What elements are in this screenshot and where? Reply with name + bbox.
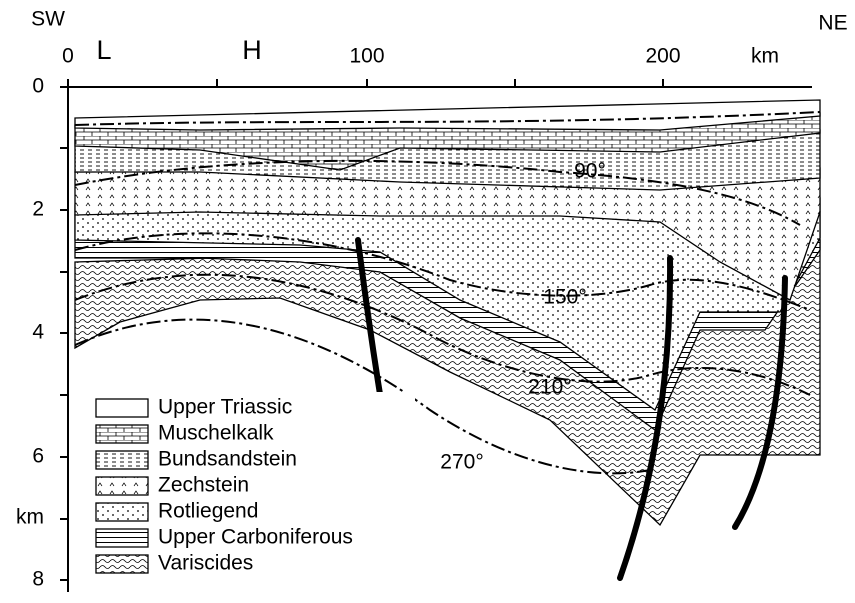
legend-swatch: [96, 555, 148, 573]
isotherm-label: 150°: [543, 286, 586, 309]
legend-label: Zechstein: [158, 474, 249, 497]
legend-label: Muschelkalk: [158, 422, 274, 445]
cross-section: SW NE km L H km 90° 150° 210° 270° 0 100 2…: [0, 0, 855, 598]
y-tick-label: 4: [32, 321, 44, 344]
axis-unit: km: [16, 506, 44, 529]
y-tick-label: 6: [32, 445, 44, 468]
corner-label: SW: [31, 8, 65, 31]
legend-label: Variscides: [158, 552, 253, 575]
isotherm-label: 90°: [574, 160, 606, 183]
legend-label: Upper Carboniferous: [158, 526, 353, 549]
corner-label: NE: [818, 12, 847, 35]
marker: H: [242, 35, 262, 65]
x-tick-label: 0: [62, 45, 74, 68]
legend-swatch: [96, 399, 148, 417]
upper-triassic-layer: [75, 100, 820, 130]
y-tick-label: 0: [32, 75, 44, 98]
legend-label: Upper Triassic: [158, 396, 292, 419]
legend-swatch: [96, 477, 148, 495]
axis-unit: km: [751, 45, 779, 68]
legend-swatch: [96, 503, 148, 521]
legend-label: Bundsandstein: [158, 448, 297, 471]
legend-swatch: [96, 451, 148, 469]
isotherm-label: 210°: [528, 376, 571, 399]
legend-label: Rotliegend: [158, 500, 258, 523]
y-tick-label: 8: [32, 568, 44, 591]
x-tick-label: 100: [349, 45, 384, 68]
marker: L: [96, 35, 111, 65]
x-tick-label: 200: [645, 45, 680, 68]
y-tick-label: 2: [32, 198, 44, 221]
isotherm-label: 270°: [440, 451, 483, 474]
legend-swatch: [96, 425, 148, 443]
legend-swatch: [96, 529, 148, 547]
